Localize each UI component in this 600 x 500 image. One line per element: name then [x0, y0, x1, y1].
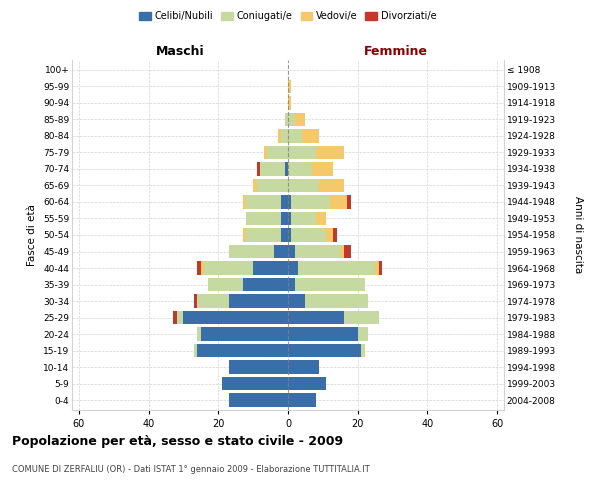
- Bar: [205, 262, 253, 274]
- Bar: [347, 196, 351, 208]
- Bar: [278, 130, 281, 142]
- Bar: [292, 228, 326, 241]
- Bar: [184, 311, 288, 324]
- Bar: [197, 294, 229, 308]
- Bar: [274, 245, 288, 258]
- Bar: [375, 262, 379, 274]
- Bar: [316, 146, 344, 159]
- Bar: [319, 179, 344, 192]
- Bar: [257, 162, 260, 175]
- Bar: [288, 344, 361, 357]
- Bar: [288, 113, 295, 126]
- Bar: [284, 113, 288, 126]
- Text: COMUNE DI ZERFALIU (OR) - Dati ISTAT 1° gennaio 2009 - Elaborazione TUTTITALIA.I: COMUNE DI ZERFALIU (OR) - Dati ISTAT 1° …: [12, 465, 370, 474]
- Bar: [313, 162, 333, 175]
- Bar: [243, 196, 246, 208]
- Bar: [288, 328, 358, 340]
- Text: Femmine: Femmine: [364, 46, 428, 59]
- Bar: [194, 294, 197, 308]
- Bar: [222, 377, 288, 390]
- Bar: [340, 245, 344, 258]
- Bar: [326, 228, 333, 241]
- Bar: [330, 196, 347, 208]
- Bar: [208, 278, 243, 291]
- Bar: [288, 294, 305, 308]
- Bar: [288, 80, 292, 93]
- Bar: [333, 228, 337, 241]
- Bar: [361, 344, 365, 357]
- Bar: [288, 146, 316, 159]
- Bar: [267, 146, 288, 159]
- Bar: [243, 228, 246, 241]
- Bar: [288, 196, 292, 208]
- Bar: [246, 228, 281, 241]
- Bar: [316, 212, 326, 225]
- Text: Popolazione per età, sesso e stato civile - 2009: Popolazione per età, sesso e stato civil…: [12, 435, 343, 448]
- Bar: [288, 179, 319, 192]
- Bar: [229, 294, 288, 308]
- Bar: [292, 212, 316, 225]
- Bar: [295, 278, 365, 291]
- Bar: [229, 245, 274, 258]
- Bar: [288, 262, 298, 274]
- Bar: [344, 311, 379, 324]
- Bar: [194, 344, 197, 357]
- Bar: [281, 130, 288, 142]
- Bar: [292, 196, 330, 208]
- Bar: [173, 311, 176, 324]
- Y-axis label: Anni di nascita: Anni di nascita: [572, 196, 583, 274]
- Bar: [302, 130, 319, 142]
- Bar: [305, 294, 368, 308]
- Bar: [229, 360, 288, 374]
- Bar: [176, 311, 184, 324]
- Bar: [288, 377, 326, 390]
- Bar: [284, 162, 288, 175]
- Bar: [288, 130, 302, 142]
- Bar: [197, 262, 201, 274]
- Bar: [253, 179, 257, 192]
- Bar: [201, 262, 205, 274]
- Bar: [197, 328, 201, 340]
- Bar: [253, 262, 288, 274]
- Text: Maschi: Maschi: [155, 46, 205, 59]
- Bar: [243, 278, 288, 291]
- Bar: [260, 162, 284, 175]
- Bar: [229, 394, 288, 406]
- Bar: [295, 245, 340, 258]
- Bar: [281, 212, 288, 225]
- Bar: [281, 228, 288, 241]
- Bar: [298, 262, 375, 274]
- Bar: [246, 212, 281, 225]
- Bar: [197, 344, 288, 357]
- Bar: [288, 212, 292, 225]
- Bar: [288, 278, 295, 291]
- Bar: [288, 360, 319, 374]
- Bar: [288, 162, 313, 175]
- Bar: [281, 196, 288, 208]
- Bar: [201, 328, 288, 340]
- Bar: [263, 146, 267, 159]
- Bar: [257, 179, 288, 192]
- Bar: [344, 245, 351, 258]
- Y-axis label: Fasce di età: Fasce di età: [28, 204, 37, 266]
- Bar: [288, 228, 292, 241]
- Bar: [246, 196, 281, 208]
- Bar: [288, 245, 295, 258]
- Bar: [379, 262, 382, 274]
- Bar: [358, 328, 368, 340]
- Bar: [288, 311, 344, 324]
- Legend: Celibi/Nubili, Coniugati/e, Vedovi/e, Divorziati/e: Celibi/Nubili, Coniugati/e, Vedovi/e, Di…: [136, 8, 440, 25]
- Bar: [288, 394, 316, 406]
- Bar: [295, 113, 305, 126]
- Bar: [288, 96, 292, 110]
